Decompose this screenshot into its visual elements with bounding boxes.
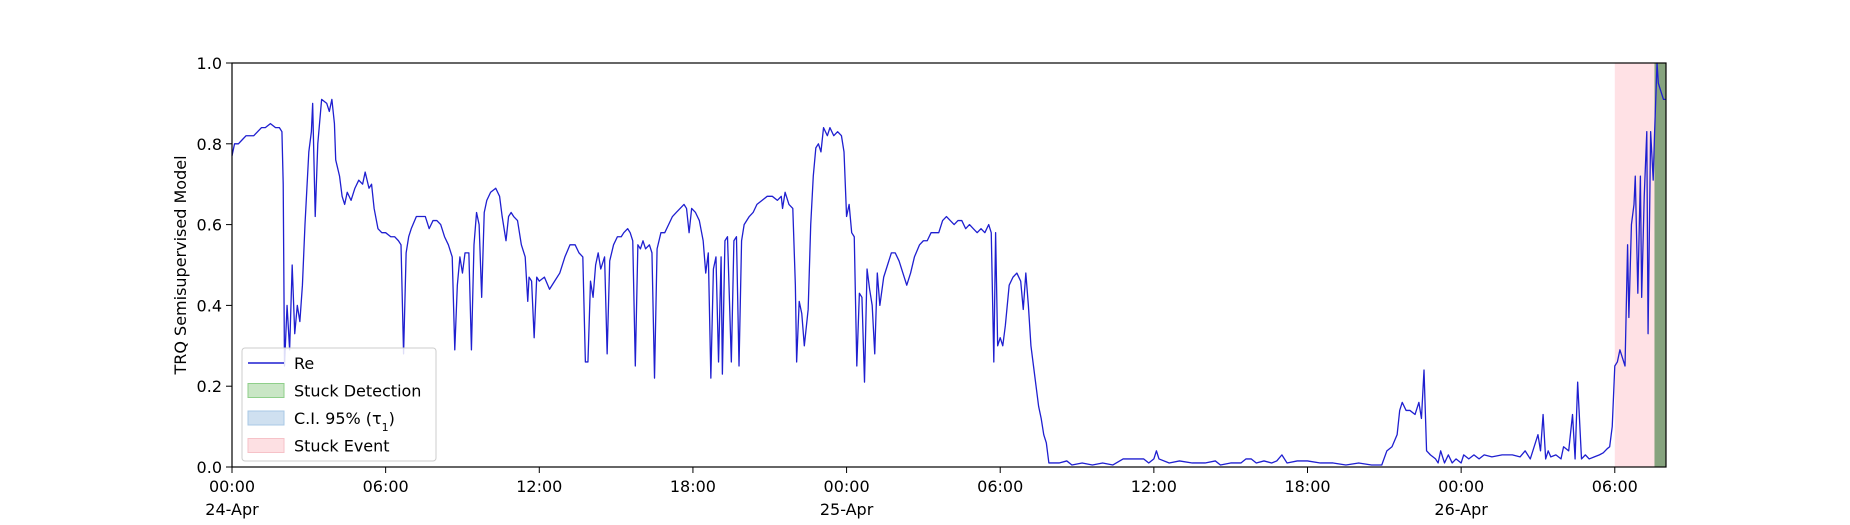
legend-swatch-c-i-95 (247, 410, 285, 426)
legend-box (241, 347, 437, 462)
y-tick-label: 0.4 (197, 296, 222, 315)
legend-label-c-i-95: C.I. 95% (τ1) (294, 409, 395, 434)
x-axis: 00:00 24-Apr 1900 06:00 12:00 18:00 00:00 25-Ap… (205, 467, 1638, 525)
plot-frame (231, 62, 1667, 468)
x-tick-label: 06:00 (977, 477, 1023, 496)
y-tick-label: 1.0 (197, 54, 222, 73)
legend-swatch-stuck-detection (247, 383, 285, 398)
x-tick-label: 00:00 (1438, 477, 1484, 496)
x-tick-label: 00:00 (824, 477, 870, 496)
legend-label-re: Re (294, 354, 314, 373)
x-tick-date-label: 25-Apr (820, 500, 874, 519)
y-tick-label: 0.0 (197, 458, 222, 477)
x-tick-date-label: 24-Apr (205, 500, 259, 519)
x-tick-label: 18:00 (670, 477, 716, 496)
x-tick-label: 00:00 (209, 477, 255, 496)
legend-label-stuck-detection: Stuck Detection (294, 382, 421, 401)
x-tick-label: 06:00 (1592, 477, 1638, 496)
y-axis: 0.0 0.2 0.4 0.6 0.8 1.0 (197, 54, 232, 477)
region-stuck-detection (1654, 63, 1666, 467)
legend-swatch-stuck-event (247, 438, 285, 453)
y-tick-label: 0.6 (197, 216, 222, 235)
legend-label-stuck-event: Stuck Event (294, 437, 390, 456)
series-line-re (231, 62, 1666, 466)
x-tick-label: 06:00 (363, 477, 409, 496)
shaded-regions (1614, 63, 1666, 467)
x-tick-label: 18:00 (1284, 477, 1330, 496)
legend: Re Stuck Detection C.I. 95% (τ1) Stuck Even… (241, 347, 437, 462)
series-layer (231, 62, 1666, 466)
x-tick-label: 12:00 (1131, 477, 1177, 496)
x-tick-date-label: 26-Apr (1434, 500, 1488, 519)
x-tick-label: 12:00 (516, 477, 562, 496)
x-tick-year-label: 1900 (212, 523, 253, 525)
y-tick-label: 0.2 (197, 377, 222, 396)
y-tick-label: 0.8 (197, 135, 222, 154)
y-axis-label: TRQ Semisupervised Model (171, 155, 190, 375)
